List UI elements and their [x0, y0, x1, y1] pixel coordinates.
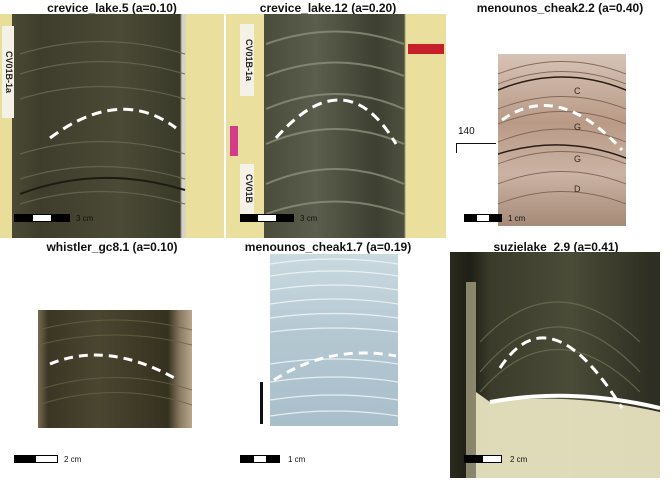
panel-title-suzielake-2-9: suzielake_2.9 (a=0.41) — [493, 240, 619, 254]
annotation-arc — [49, 353, 179, 382]
annotation-arc — [49, 107, 177, 140]
annotation-arc — [274, 98, 398, 145]
panel-title-menounos-cheak-1-7: menounos_cheak1.7 (a=0.19) — [244, 240, 412, 254]
layer-label-g-1: G — [574, 122, 582, 132]
sediment-layers — [466, 282, 660, 478]
scale-label-menounos-cheak-2-2: 1 cm — [508, 214, 526, 223]
scale-bar-suzielake-2-9 — [464, 455, 502, 463]
core-tag-crevice-5: CV01B-1a — [2, 26, 14, 118]
layer-label-c: C — [574, 86, 581, 96]
depth-marker-tick-vertical — [456, 143, 457, 153]
scale-bar-crevice-lake-12 — [240, 214, 294, 222]
core-tag-crevice-12-bottom: CV01B — [240, 164, 254, 214]
ruler-right — [186, 14, 224, 238]
sediment-layers — [19, 40, 186, 205]
scale-label-crevice-lake-5: 3 cm — [76, 214, 94, 223]
sediment-layers — [38, 319, 192, 406]
panel-title-whistler-gc8-1: whistler_gc8.1 (a=0.10) — [46, 240, 178, 254]
scale-label-whistler-gc8-1: 2 cm — [64, 455, 82, 464]
core-tag-crevice-12-top: CV01B-1a — [240, 24, 254, 96]
core-image-crevice-lake-12: CV01B-1a CV01B — [226, 14, 446, 238]
panel-title-menounos-cheak-2-2: menounos_cheak2.2 (a=0.40) — [476, 1, 644, 15]
scale-bar-menounos-cheak-1-7 — [240, 455, 280, 463]
core-image-crevice-lake-5: CV01B-1a — [0, 14, 224, 238]
scale-bar-whistler-gc8-1 — [14, 455, 58, 463]
panel-title-crevice-lake-5: crevice_lake.5 (a=0.10) — [47, 1, 177, 15]
annotation-arc — [501, 104, 624, 152]
depth-marker-tick — [456, 143, 496, 144]
sediment-layers — [265, 30, 405, 215]
annotation-arc — [273, 351, 397, 382]
scale-bar-menounos-cheak-2-2 — [464, 214, 502, 222]
scale-line-vertical — [260, 382, 263, 424]
core-image-suzielake-2-9 — [450, 252, 660, 478]
red-marker-icon — [408, 44, 444, 54]
scale-label-menounos-cheak-1-7: 1 cm — [288, 455, 306, 464]
scale-label-suzielake-2-9: 2 cm — [510, 455, 528, 464]
core-image-menounos-cheak-1-7 — [270, 254, 398, 426]
sediment-layers — [270, 258, 398, 417]
core-image-menounos-cheak-2-2: C G G D — [498, 54, 626, 226]
pink-marker-icon — [230, 126, 238, 156]
panel-title-crevice-lake-12: crevice_lake.12 (a=0.20) — [259, 1, 397, 15]
scale-bar-crevice-lake-5 — [14, 214, 70, 222]
scale-label-crevice-lake-12: 3 cm — [300, 214, 318, 223]
annotation-arc — [498, 336, 624, 409]
depth-marker-140: 140 — [458, 126, 475, 137]
layer-label-g-2: G — [574, 154, 582, 164]
sediment-layers — [498, 61, 626, 205]
layer-label-d: D — [574, 184, 581, 194]
core-image-whistler-gc8-1 — [38, 310, 192, 428]
